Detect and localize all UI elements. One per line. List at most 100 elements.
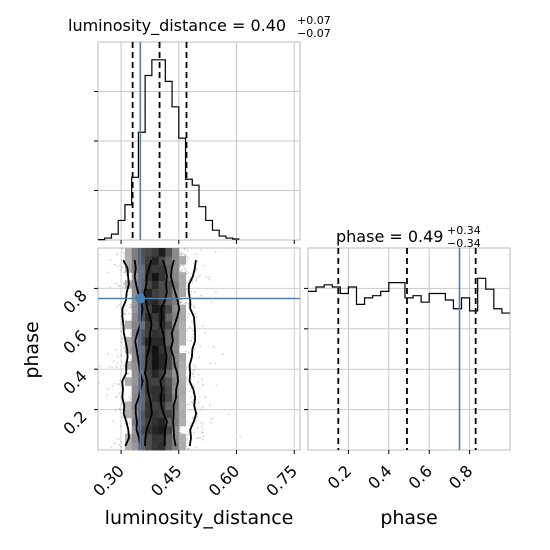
- sample-point: [107, 271, 110, 274]
- density-cell: [131, 433, 139, 443]
- sample-point: [123, 346, 125, 349]
- density-cell: [145, 304, 153, 314]
- sample-point: [197, 436, 200, 439]
- sample-point: [198, 356, 201, 359]
- density-cell: [131, 345, 139, 354]
- density-cell: [131, 312, 139, 322]
- sample-point: [119, 269, 122, 271]
- gridlines: [98, 248, 300, 450]
- sample-point: [187, 272, 190, 275]
- sample-point: [197, 401, 200, 404]
- density-cell: [151, 288, 160, 297]
- sample-point: [182, 264, 184, 267]
- density-cell: [172, 353, 180, 362]
- sample-point: [186, 249, 189, 252]
- density-cell: [151, 409, 160, 419]
- density-cell: [124, 320, 133, 330]
- sample-point: [191, 372, 194, 375]
- sample-point: [110, 446, 113, 449]
- sample-point: [115, 396, 118, 398]
- density-cell: [172, 272, 180, 281]
- sample-point: [118, 407, 121, 410]
- density-cell: [151, 272, 160, 281]
- density-cell: [138, 441, 146, 451]
- sample-point: [180, 301, 183, 303]
- sample-point: [184, 268, 187, 270]
- sample-point: [190, 401, 193, 404]
- density-cell: [178, 393, 186, 402]
- sample-point: [196, 260, 199, 262]
- sample-point: [190, 303, 193, 305]
- density-cell: [124, 264, 133, 273]
- density-cell: [165, 328, 173, 338]
- density-cell: [151, 393, 160, 402]
- sample-point: [117, 438, 120, 441]
- sample-point: [195, 267, 198, 270]
- contour-line: [159, 259, 168, 447]
- density-cell: [145, 425, 153, 435]
- x-axis-label-phase: phase: [380, 507, 437, 529]
- density-cell: [138, 336, 146, 346]
- sample-point: [199, 437, 202, 440]
- sample-point: [195, 420, 198, 423]
- density-cell: [151, 248, 160, 257]
- density-cell: [165, 296, 173, 306]
- density-cell: [165, 272, 173, 281]
- sample-point: [129, 396, 131, 399]
- density-cell: [172, 264, 180, 273]
- sample-point: [184, 254, 187, 256]
- sample-point: [117, 265, 120, 268]
- sample-point: [186, 439, 189, 442]
- sample-point: [119, 425, 122, 428]
- sample-point: [181, 252, 184, 255]
- sample-point: [186, 339, 189, 341]
- density-cell: [172, 328, 180, 338]
- sample-point: [106, 394, 108, 397]
- density-cell: [131, 369, 139, 378]
- density-cell: [172, 425, 180, 435]
- y-tick-labels: 0.2 0.4 0.6 0.8: [59, 286, 90, 439]
- density-cell: [165, 417, 173, 427]
- sample-point: [179, 431, 182, 434]
- sample-point: [198, 275, 201, 278]
- sample-point: [179, 270, 182, 273]
- sample-point: [120, 354, 123, 357]
- sample-point: [129, 304, 131, 306]
- sample-point: [118, 383, 121, 385]
- sample-point: [122, 282, 125, 284]
- density-cell: [145, 336, 153, 346]
- density-cell: [124, 345, 133, 354]
- density-cell: [151, 280, 160, 289]
- sample-point: [186, 448, 189, 450]
- density-cell: [138, 393, 146, 402]
- sample-point: [191, 336, 194, 339]
- density-cell: [151, 312, 160, 322]
- density-cell: [158, 320, 166, 330]
- sample-point: [121, 266, 123, 268]
- sample-point: [211, 417, 213, 420]
- sample-point: [202, 435, 205, 438]
- density-cell: [178, 280, 186, 289]
- sample-point: [201, 325, 204, 328]
- sample-point: [120, 440, 123, 443]
- title-luminosity-distance: luminosity_distance = 0.40: [68, 16, 286, 36]
- density-cell: [158, 288, 166, 297]
- sample-point: [200, 425, 203, 428]
- sample-point: [188, 403, 191, 406]
- density-cell: [145, 248, 153, 257]
- sample-point: [196, 437, 198, 440]
- sample-point: [120, 321, 123, 324]
- sample-point: [185, 255, 188, 257]
- sample-point: [208, 276, 211, 279]
- sample-point: [192, 372, 195, 375]
- sample-point: [190, 386, 192, 389]
- density-cell: [138, 248, 146, 257]
- sample-point: [122, 285, 124, 288]
- density-cell: [131, 393, 139, 402]
- sample-point: [208, 278, 211, 281]
- density-cell: [151, 296, 160, 306]
- sample-point: [192, 398, 195, 401]
- density-cell: [165, 353, 173, 362]
- density-cell: [172, 441, 180, 451]
- density-cell: [178, 385, 186, 394]
